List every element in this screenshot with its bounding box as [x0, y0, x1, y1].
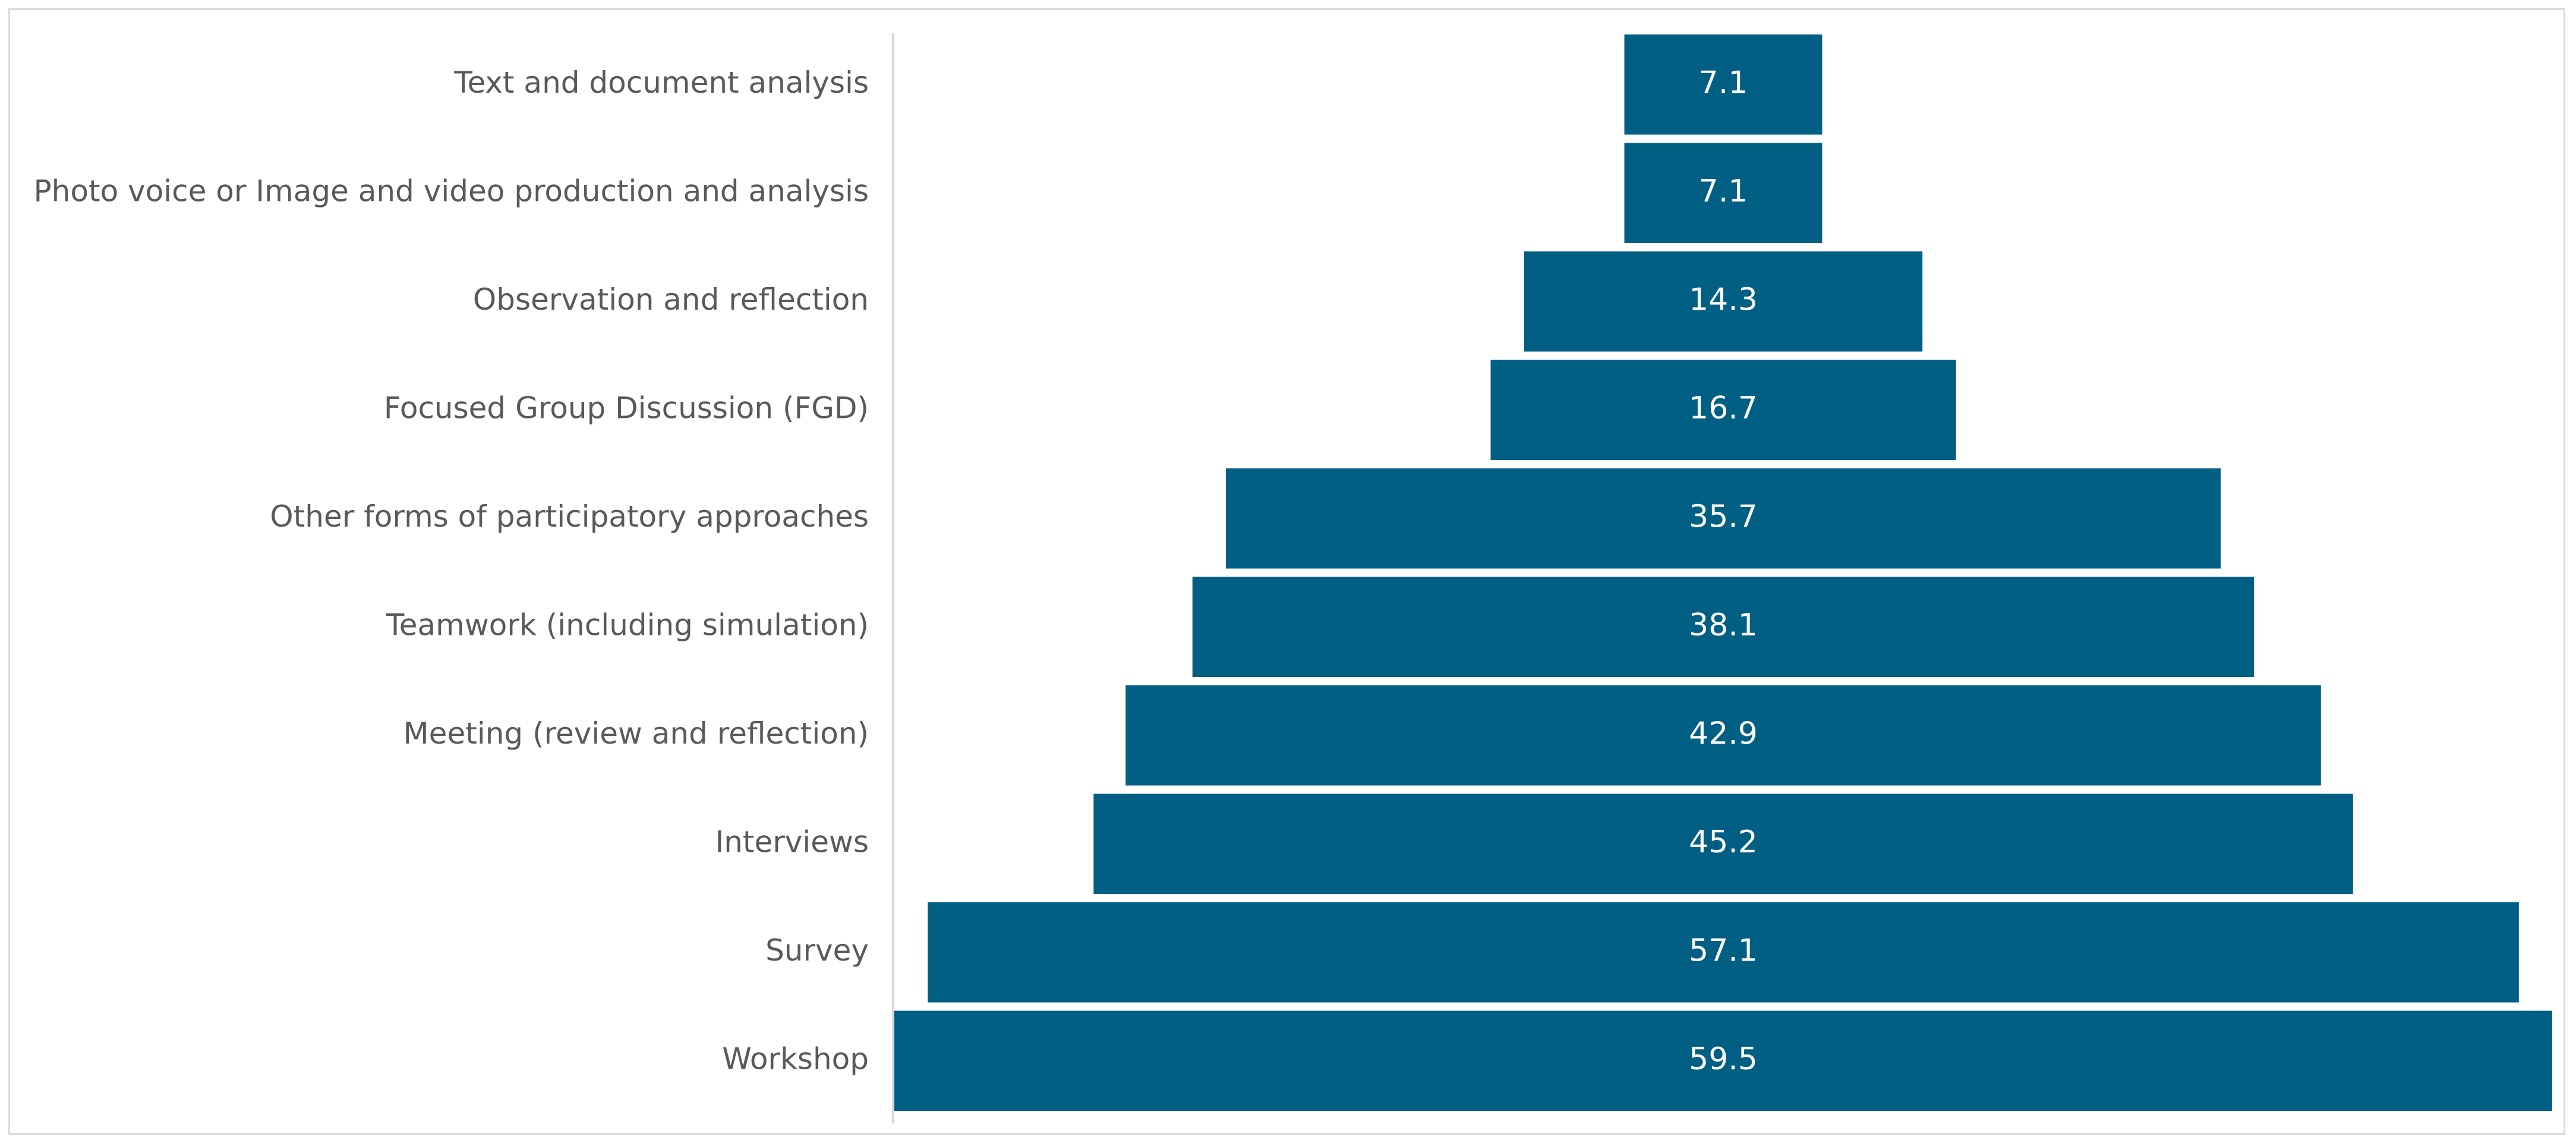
bar-10	[894, 1010, 2552, 1111]
category-label-4: Focused Group Discussion (FGD)	[384, 391, 869, 425]
category-label-1: Text and document analysis	[453, 65, 869, 100]
value-label-5: 35.7	[1689, 499, 1758, 534]
bar-7	[1125, 685, 2321, 786]
bar-4	[1490, 360, 1956, 460]
bar-9	[928, 902, 2519, 1003]
category-label-5: Other forms of participatory approaches	[270, 499, 869, 534]
category-label-7: Meeting (review and reflection)	[403, 716, 869, 751]
category-label-8: Interviews	[715, 824, 869, 859]
value-label-9: 57.1	[1689, 933, 1758, 968]
category-labels-group: Text and document analysis Photo voice or…	[34, 65, 869, 1076]
value-label-4: 16.7	[1689, 391, 1758, 426]
category-label-10: Workshop	[722, 1041, 869, 1076]
bar-1	[1624, 34, 1823, 135]
bar-8	[1093, 794, 2353, 894]
category-label-6: Teamwork (including simulation)	[386, 607, 869, 642]
category-label-2: Photo voice or Image and video productio…	[34, 174, 869, 208]
value-label-7: 42.9	[1689, 716, 1758, 751]
value-label-10: 59.5	[1689, 1041, 1758, 1077]
category-label-3: Observation and reflection	[473, 282, 869, 317]
value-label-6: 38.1	[1689, 607, 1758, 643]
value-label-8: 45.2	[1689, 824, 1758, 860]
bar-5	[1226, 468, 2221, 569]
bar-6	[1192, 577, 2255, 677]
value-label-3: 14.3	[1689, 282, 1758, 317]
bar-3	[1524, 251, 1923, 352]
value-labels-group: 7.1 7.1 14.3 16.7 35.7 38.1 42.9 45.2 57.1 59.5	[1689, 65, 1758, 1077]
bar-2	[1624, 143, 1823, 243]
bars-group	[894, 34, 2552, 1111]
value-label-1: 7.1	[1699, 65, 1748, 100]
value-label-2: 7.1	[1699, 174, 1748, 209]
category-label-9: Survey	[765, 933, 869, 968]
